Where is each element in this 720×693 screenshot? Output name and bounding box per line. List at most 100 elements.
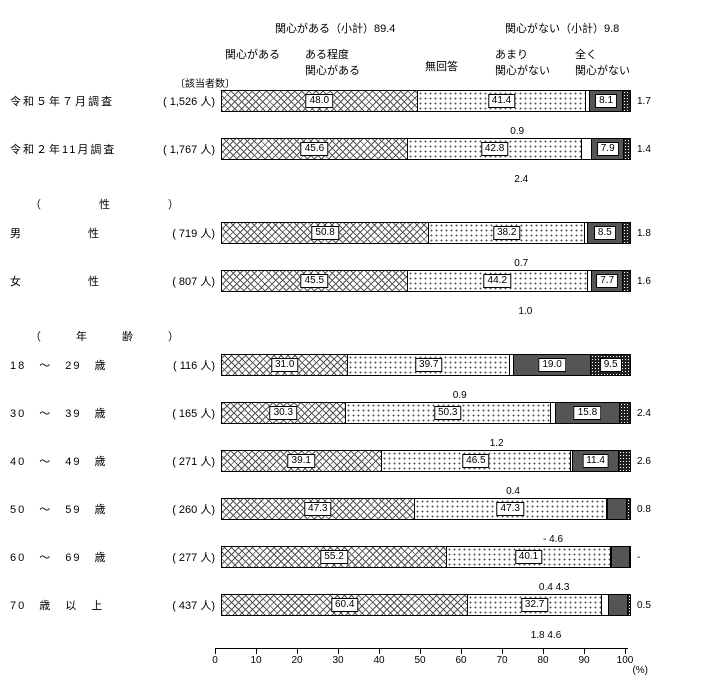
axis-tick-label: 90	[578, 655, 589, 666]
segment-value: 50.3	[434, 406, 461, 420]
data-row: 男 性( 719 人)50.838.28.51.8	[10, 222, 690, 244]
segment-value: 44.2	[484, 274, 511, 288]
row-label: 令和２年11月調査	[10, 141, 150, 157]
bar-segment	[620, 403, 630, 423]
callout-value: 2.4	[514, 174, 528, 185]
segment-value: 41.4	[488, 94, 515, 108]
row-label: 50 ～ 59 歳	[10, 501, 150, 517]
segment-value: 32.7	[521, 598, 548, 612]
bar-segment: 31.0	[222, 355, 348, 375]
segment-value: 55.2	[320, 550, 347, 564]
callout-value: 0.4	[506, 486, 520, 497]
right-value: 2.6	[631, 456, 672, 467]
callout-value: 1.0	[518, 306, 532, 317]
bar-segment: 44.2	[408, 271, 588, 291]
callout-value: 0.9	[510, 126, 524, 137]
row-label: 18 ～ 29 歳	[10, 357, 150, 373]
data-row: 令和５年７月調査( 1,526 人)48.041.48.11.7	[10, 90, 690, 112]
segment-value: 39.7	[415, 358, 442, 372]
bar-segment: 30.3	[222, 403, 346, 423]
row-n: ( 271 人)	[150, 453, 221, 469]
row-n: ( 807 人)	[150, 273, 221, 289]
bar-segment: 40.1	[447, 547, 611, 567]
segment-value: 60.4	[331, 598, 358, 612]
bar-segment	[623, 271, 630, 291]
bar-segment: 48.0	[222, 91, 418, 111]
segment-value: 50.8	[311, 226, 338, 240]
callout-row: 1.2	[215, 438, 625, 450]
segment-value: 45.5	[301, 274, 328, 288]
row-n: ( 1,767 人)	[150, 141, 221, 157]
cat-label-4: あまり関心がない	[495, 46, 550, 78]
bar-segment	[628, 595, 630, 615]
bar-segment: 39.7	[348, 355, 510, 375]
callout-row: 1.0	[215, 306, 625, 318]
bar-segment: 60.4	[222, 595, 468, 615]
axis-tick-label: 40	[373, 655, 384, 666]
callout-row: 1.8 4.6	[215, 630, 625, 642]
segment-value: 31.0	[271, 358, 298, 372]
stacked-bar: 45.5 44.2 7.7	[221, 270, 631, 292]
segment-value: 42.8	[481, 142, 508, 156]
segment-value: 48.0	[306, 94, 333, 108]
segment-value: 15.8	[574, 406, 601, 420]
row-n: ( 116 人)	[150, 357, 221, 373]
bar-segment: 39.1	[222, 451, 382, 471]
axis-tick-label: 80	[537, 655, 548, 666]
axis-tick-label: 50	[414, 655, 425, 666]
right-value: 1.4	[631, 144, 672, 155]
right-value: 1.7	[631, 96, 672, 107]
data-row: 50 ～ 59 歳( 260 人)47.347.30.8	[10, 498, 690, 520]
segment-value: 19.0	[538, 358, 565, 372]
group-sex: （ 性 ）	[30, 196, 690, 212]
group-age: （ 年 齢 ）	[30, 328, 690, 344]
data-row: 40 ～ 49 歳( 271 人)39.146.511.42.6	[10, 450, 690, 472]
axis-tick-label: 10	[250, 655, 261, 666]
segment-value: 11.4	[582, 454, 609, 468]
callout-value: 1.8 4.6	[531, 630, 562, 641]
data-row: 70 歳 以 上( 437 人)60.432.70.5	[10, 594, 690, 616]
segment-value: 7.7	[596, 274, 618, 288]
stacked-bar: 30.3 50.3 15.8	[221, 402, 631, 424]
data-row: 60 ～ 69 歳( 277 人)55.240.1-	[10, 546, 690, 568]
callout-value: 0.4 4.3	[539, 582, 570, 593]
data-row: 女 性( 807 人)45.544.27.71.6	[10, 270, 690, 292]
stacked-bar: 47.347.3	[221, 498, 631, 520]
bar-segment	[609, 595, 628, 615]
right-value: 2.4	[631, 408, 672, 419]
segment-value: 45.6	[301, 142, 328, 156]
bar-segment	[602, 595, 609, 615]
pct-label: (%)	[632, 665, 648, 676]
bar-segment: 8.5	[588, 223, 623, 243]
row-n: ( 260 人)	[150, 501, 221, 517]
segment-value: 40.1	[515, 550, 542, 564]
segment-value: 47.3	[497, 502, 524, 516]
right-value: 0.5	[631, 600, 672, 611]
row-label: 女 性	[10, 273, 150, 289]
bar-segment: 38.2	[429, 223, 585, 243]
x-axis: (%) 0102030405060708090100	[215, 648, 628, 673]
bar-segment: 7.7	[592, 271, 623, 291]
right-value: -	[631, 552, 672, 563]
bar-segment	[623, 91, 630, 111]
bar-segment	[623, 223, 630, 243]
callout-row: 0.7	[215, 258, 625, 270]
n-header: 〔該当者数〕	[175, 75, 235, 90]
cat-label-1: 関心がある	[225, 46, 280, 62]
row-label: 令和５年７月調査	[10, 93, 150, 109]
stacked-bar: 50.8 38.28.5	[221, 222, 631, 244]
row-label: 60 ～ 69 歳	[10, 549, 150, 565]
right-value: 0.8	[631, 504, 672, 515]
subtotal-not-interested: 関心がない（小計）9.8	[505, 20, 619, 36]
bar-segment: 19.0	[514, 355, 591, 375]
callout-value: 0.9	[453, 390, 467, 401]
row-label: 男 性	[10, 225, 150, 241]
callout-row: 0.4 4.3	[215, 582, 625, 594]
bar-segment: 45.5	[222, 271, 408, 291]
bar-segment	[582, 139, 592, 159]
bar-segment	[627, 499, 630, 519]
data-row: 令和２年11月調査( 1,767 人)45.642.87.91.4	[10, 138, 690, 160]
axis-tick-label: 100	[617, 655, 634, 666]
callout-value: 0.7	[514, 258, 528, 269]
data-row: 30 ～ 39 歳( 165 人)30.350.315.82.4	[10, 402, 690, 424]
